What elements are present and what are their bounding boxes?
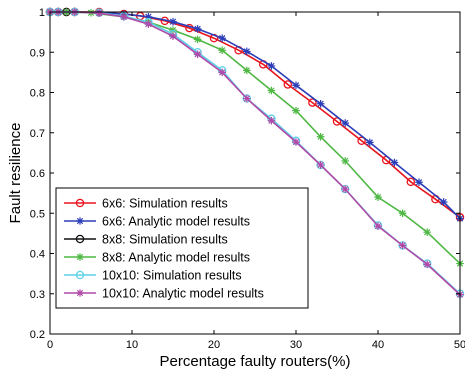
data-point: [267, 86, 276, 95]
data-point: [243, 47, 251, 56]
y-tick-label: 0.5: [30, 208, 45, 220]
legend-entry: 10x10: Analytic model results: [64, 287, 264, 301]
data-point: [439, 198, 448, 206]
data-point: [144, 13, 153, 21]
data-point: [374, 222, 382, 230]
data-point: [316, 132, 325, 141]
data-point: [398, 241, 407, 250]
legend-box: [55, 187, 309, 309]
data-point: [292, 106, 300, 115]
legend-entry: 8x8: Analytic model results: [64, 251, 250, 265]
legend-label: 8x8: Analytic model results: [102, 251, 250, 265]
data-point: [95, 9, 103, 18]
x-tick-label: 10: [126, 339, 138, 351]
data-point: [308, 98, 317, 107]
data-point: [341, 119, 349, 127]
data-point: [218, 46, 226, 55]
y-axis-title: Fault resilience: [7, 123, 24, 224]
data-point: [169, 17, 177, 26]
tick-layer: 0 10 20 30 40 50 0.2 0.3 0.4 0.5 0.6 0.7 0.8 0.9 1: [30, 7, 465, 351]
data-point: [357, 136, 366, 146]
data-point: [144, 20, 153, 28]
legend-entry: 8x8: Simulation results: [64, 233, 228, 247]
legend-marker: [76, 217, 84, 225]
data-point: [423, 228, 431, 236]
data-point: [366, 138, 374, 147]
data-point: [169, 32, 177, 40]
data-point: [292, 138, 300, 146]
legend-entry: 6x6: Simulation results: [64, 197, 228, 211]
legend-label: 6x6: Analytic model results: [102, 215, 250, 229]
series-line: [50, 11, 461, 296]
data-point: [267, 116, 276, 125]
data-point: [292, 81, 300, 90]
legend-entry: 10x10: Simulation results: [64, 269, 242, 283]
legend-marker: [76, 289, 84, 297]
data-point: [423, 260, 431, 269]
y-tick-label: 0.3: [30, 289, 45, 301]
legend-label: 10x10: Simulation results: [102, 269, 242, 283]
y-tick-label: 0.6: [30, 168, 45, 180]
data-point: [390, 158, 399, 167]
legend-label: 10x10: Analytic model results: [102, 287, 264, 301]
x-tick-label: 20: [208, 339, 220, 351]
x-tick-label: 40: [372, 339, 384, 351]
legend-label: 8x8: Simulation results: [102, 233, 228, 247]
data-point: [243, 94, 251, 103]
x-tick-label: 0: [47, 339, 53, 351]
data-point: [316, 99, 325, 108]
y-tick-label: 0.7: [30, 128, 45, 140]
data-point: [415, 178, 423, 187]
data-point: [218, 68, 226, 77]
data-point: [283, 80, 293, 89]
legend-marker: [75, 198, 85, 208]
legend: 6x6: Simulation results 6x6: Analytic mod…: [55, 187, 309, 309]
legend-entry: 6x6: Analytic model results: [64, 215, 250, 229]
legend-marker: [75, 270, 85, 280]
data-point: [120, 13, 128, 21]
data-point: [193, 50, 202, 59]
x-tick-label: 30: [290, 339, 302, 351]
legend-label: 6x6: Simulation results: [102, 197, 228, 211]
y-tick-label: 0.2: [30, 329, 45, 341]
data-point: [332, 117, 342, 126]
data-point: [341, 185, 349, 193]
data-point: [341, 157, 349, 165]
data-point: [374, 193, 382, 201]
data-point: [267, 62, 276, 70]
y-tick-label: 1: [39, 7, 45, 19]
plot-frame: [49, 11, 461, 335]
legend-marker: [76, 253, 84, 261]
y-tick-label: 0.9: [30, 47, 45, 59]
data-point: [193, 25, 202, 33]
data-point: [398, 209, 407, 218]
data-point: [218, 34, 226, 42]
data-point: [316, 161, 325, 169]
y-tick-label: 0.4: [30, 249, 45, 261]
legend-marker: [75, 234, 85, 244]
x-axis-title: Percentage faulty routers(%): [160, 353, 351, 370]
y-tick-label: 0.8: [30, 88, 45, 100]
data-point: [193, 35, 202, 44]
data-point: [243, 66, 251, 75]
data-point: [406, 177, 416, 187]
x-tick-label: 50: [454, 339, 465, 351]
